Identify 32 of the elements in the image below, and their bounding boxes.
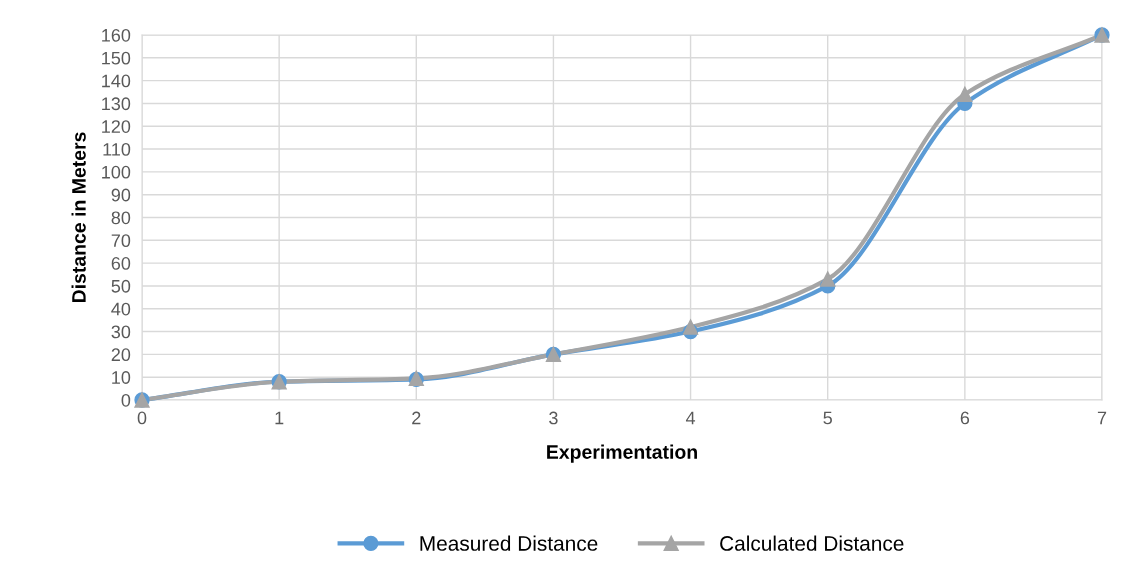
x-tick-label: 1 [275, 411, 284, 425]
y-tick-label: 100 [102, 165, 131, 179]
y-tick-label: 50 [111, 279, 131, 293]
y-tick-label: 120 [102, 120, 131, 133]
y-axis-title: Distance in Meters [71, 132, 86, 303]
x-tick-label: 4 [685, 411, 696, 425]
x-axis-title: Experimentation [547, 444, 697, 463]
y-tick-label: 140 [102, 74, 131, 88]
y-tick-label: 20 [111, 348, 131, 362]
y-tick-label: 110 [103, 143, 131, 156]
y-tick-label: 30 [111, 325, 131, 339]
point [820, 271, 836, 287]
legend-label: Measured Distance [420, 535, 598, 551]
y-tick-label: 0 [121, 393, 131, 407]
x-tick-label: 3 [549, 411, 558, 425]
x-tick-label: 7 [1097, 411, 1107, 425]
x-tick-label: 5 [823, 411, 832, 425]
y-tick-label: 40 [111, 302, 131, 316]
x-tick-label: 2 [412, 411, 421, 425]
legend-label: Calculated Distance [720, 535, 904, 551]
point [957, 86, 973, 102]
y-tick-label: 90 [111, 188, 131, 202]
x-tick-label: 6 [960, 411, 970, 425]
y-tick-label: 10 [112, 371, 131, 384]
y-tick-label: 70 [111, 234, 131, 248]
y-tick-label: 80 [111, 211, 131, 225]
y-tick-label: 60 [111, 257, 131, 270]
point [682, 319, 699, 335]
y-tick-label: 150 [102, 51, 131, 65]
y-tick-label: 130 [102, 97, 131, 111]
y-tick-label: 160 [102, 28, 131, 42]
x-tick-label: 0 [137, 411, 147, 425]
